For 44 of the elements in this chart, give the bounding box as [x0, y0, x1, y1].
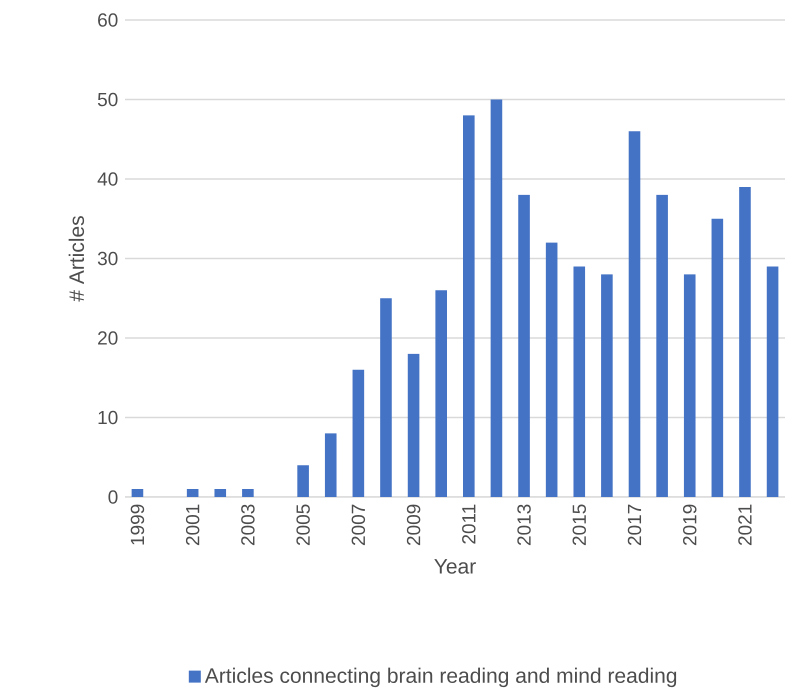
- bar: [435, 290, 447, 497]
- bar: [712, 218, 724, 497]
- y-axis-title: # Articles: [68, 216, 84, 302]
- x-tick-label: 2015: [572, 504, 586, 546]
- bar: [214, 489, 226, 497]
- y-tick-label: 60: [98, 13, 118, 27]
- bar: [490, 100, 502, 497]
- bar: [380, 298, 392, 497]
- bar: [546, 242, 558, 497]
- bar: [601, 274, 613, 497]
- x-tick-label: 2007: [352, 504, 366, 546]
- bar: [408, 354, 420, 497]
- bar: [766, 266, 778, 497]
- x-tick-label: 1999: [130, 504, 144, 545]
- bar: [297, 465, 309, 497]
- x-tick-label: 2017: [628, 504, 642, 546]
- y-tick-label: 50: [98, 92, 118, 106]
- bar: [186, 489, 198, 497]
- x-tick-label: 2019: [683, 504, 696, 546]
- legend-label: Articles connecting brain reading and mind reading: [204, 668, 676, 688]
- x-tick-label: 2001: [186, 504, 200, 546]
- bar: [573, 266, 586, 497]
- bar: [352, 370, 364, 497]
- y-tick-label: 10: [98, 410, 118, 424]
- y-tick-label: 20: [98, 331, 118, 345]
- x-tick-label: 2011: [462, 504, 476, 544]
- bar: [132, 489, 144, 497]
- x-tick-label: 2013: [517, 504, 531, 546]
- x-axis-title: Year: [434, 559, 476, 574]
- x-tick-label: 2003: [241, 504, 255, 546]
- bar: [684, 274, 696, 497]
- bar: [518, 194, 530, 497]
- x-tick-label: 2009: [406, 504, 420, 546]
- bar: [656, 194, 668, 497]
- bar: [242, 489, 254, 497]
- bar: [739, 186, 751, 497]
- bar: [628, 131, 640, 497]
- x-tick-label: 2021: [738, 504, 752, 546]
- y-tick-label: 30: [98, 252, 118, 266]
- x-tick-label: 2005: [296, 504, 310, 546]
- y-tick-label: 40: [98, 172, 118, 186]
- bar: [463, 115, 475, 497]
- bar: [324, 433, 337, 497]
- y-tick-label: 0: [108, 490, 118, 504]
